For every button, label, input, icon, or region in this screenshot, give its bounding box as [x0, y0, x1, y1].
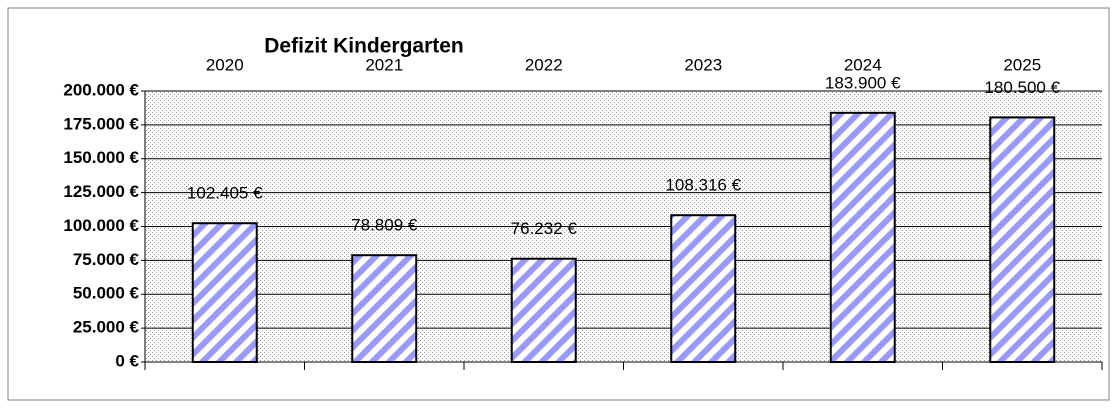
chart-title: Defizit Kindergarten [264, 35, 464, 58]
y-tick-label: 125.000 € [63, 182, 139, 201]
bar [829, 111, 896, 363]
y-tick-label: 50.000 € [73, 284, 140, 303]
y-tick-label: 175.000 € [63, 114, 139, 133]
y-tick-label: 25.000 € [73, 318, 140, 337]
y-tick-label: 75.000 € [73, 250, 140, 269]
x-tick-label: 2021 [365, 55, 403, 74]
x-tick-label: 2025 [1003, 55, 1041, 74]
value-label: 76.232 € [511, 219, 578, 238]
x-tick-label: 2024 [844, 55, 882, 74]
x-tick-label: 2020 [206, 55, 244, 74]
value-label: 183.900 € [825, 73, 901, 92]
value-label: 108.316 € [665, 176, 741, 195]
value-label: 102.405 € [187, 184, 263, 203]
x-tick-label: 2023 [684, 55, 722, 74]
value-label: 78.809 € [351, 216, 418, 235]
bar [670, 214, 737, 363]
y-tick-label: 100.000 € [63, 216, 139, 235]
y-tick-label: 150.000 € [63, 148, 139, 167]
y-tick-label: 200.000 € [63, 80, 139, 99]
bar [510, 257, 577, 363]
y-tick-label: 0 € [115, 351, 139, 370]
value-label: 180.500 € [984, 78, 1060, 97]
bar [351, 254, 418, 363]
x-tick-label: 2022 [525, 55, 563, 74]
bar [989, 116, 1056, 363]
bar [191, 222, 258, 363]
